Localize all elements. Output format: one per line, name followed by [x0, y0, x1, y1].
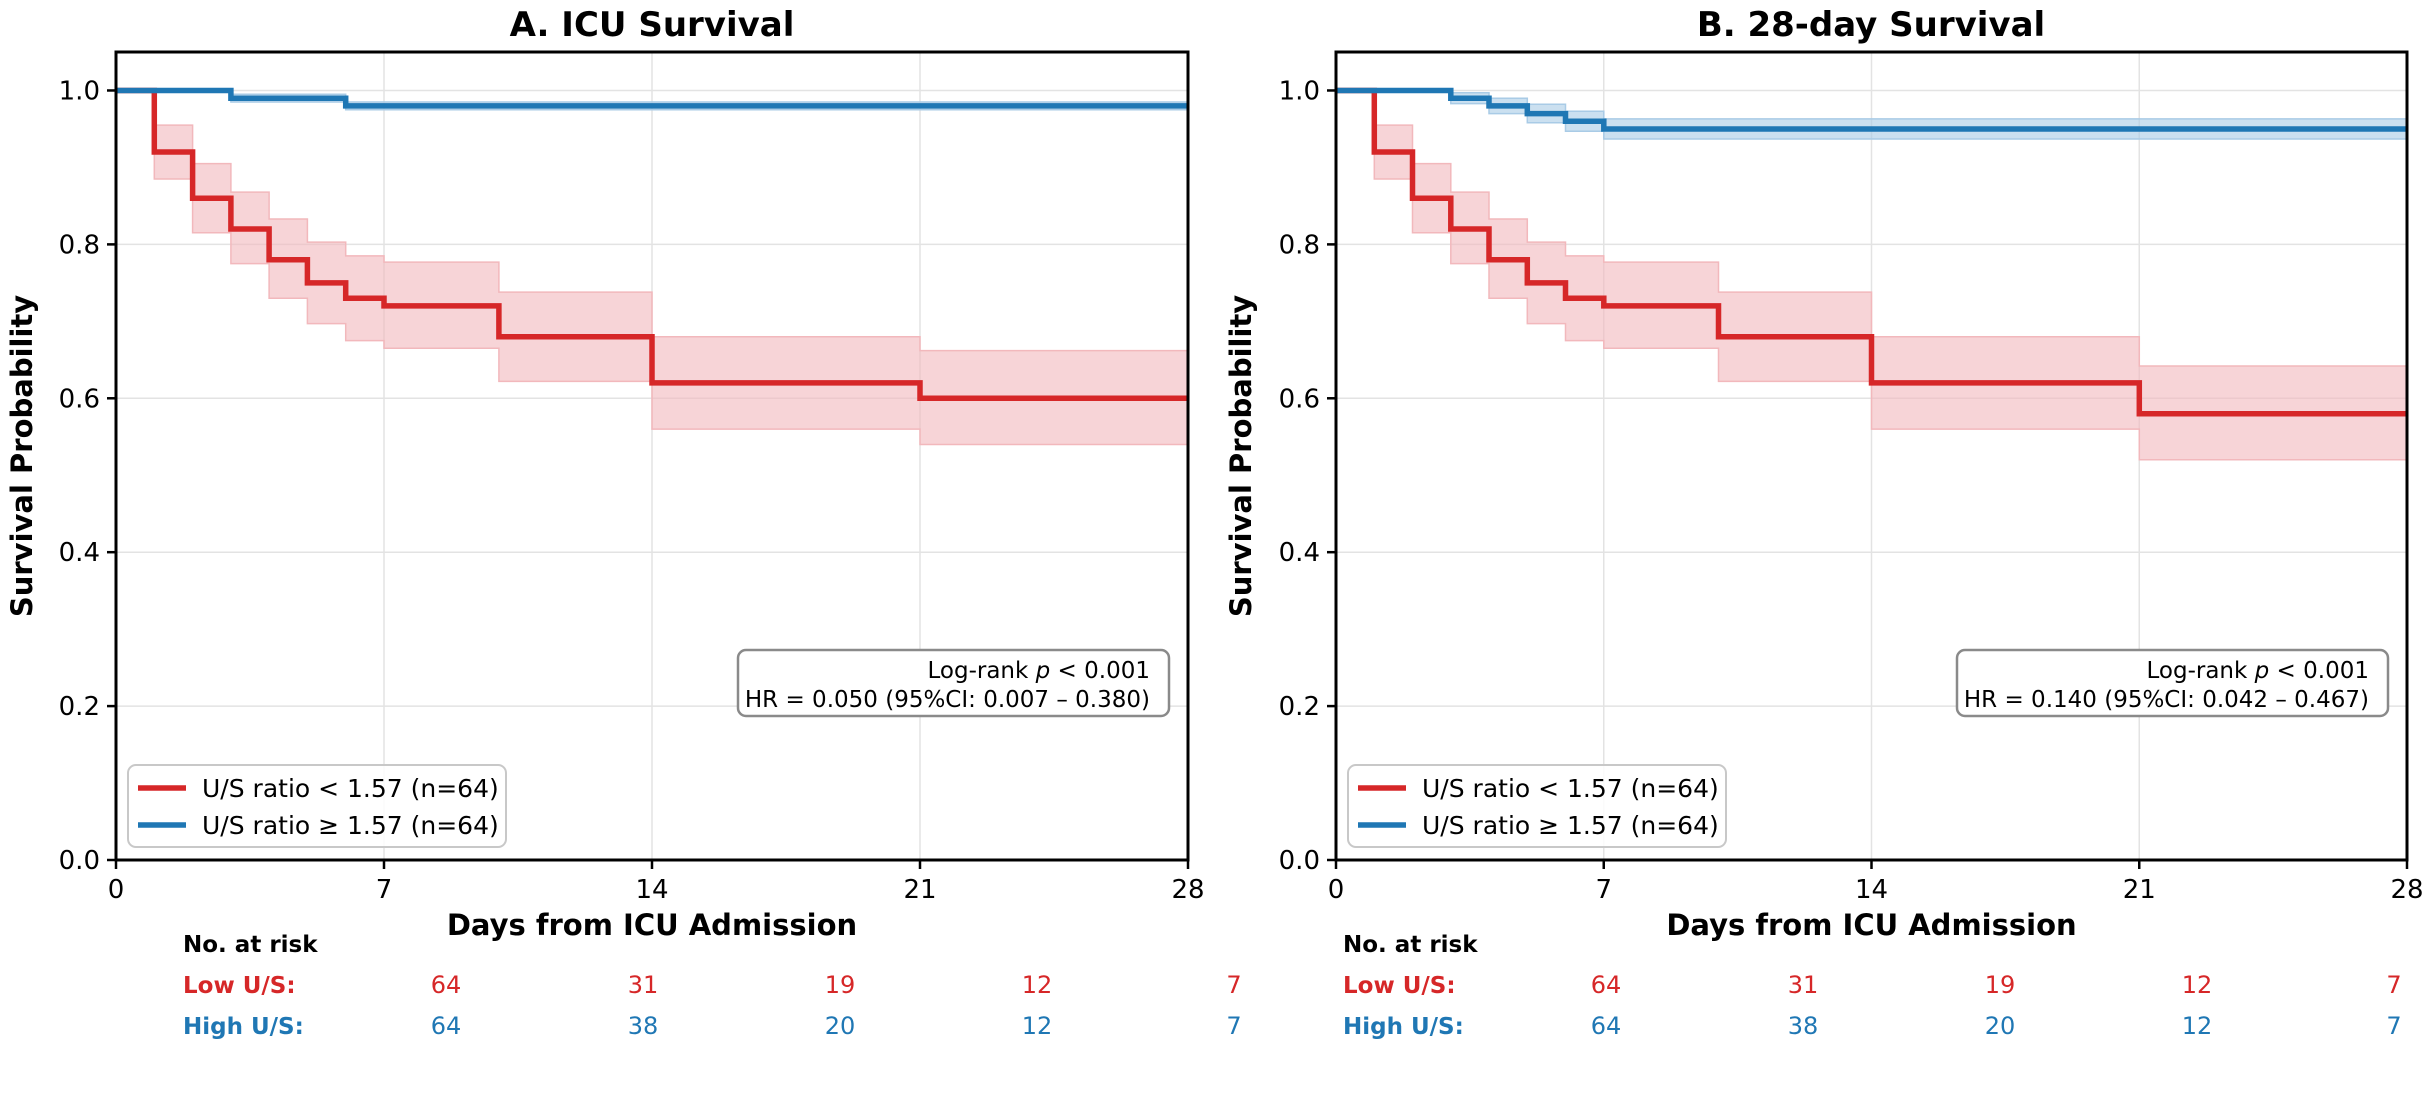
- log-rank-p: p: [1035, 658, 1051, 684]
- y-axis-label: Survival Probability: [1224, 295, 1258, 617]
- log-rank-text: Log-rank p < 0.001: [928, 658, 1151, 684]
- x-tick-label: 28: [1171, 875, 1204, 905]
- risk-count-low: 7: [2386, 971, 2401, 999]
- y-tick-label: 0.8: [59, 230, 100, 260]
- risk-count-low: 31: [628, 971, 659, 999]
- risk-count-low: 7: [1226, 971, 1241, 999]
- risk-count-high: 20: [1985, 1012, 2016, 1040]
- legend-label-low: U/S ratio < 1.57 (n=64): [1422, 774, 1719, 803]
- survival-line-low: [116, 87, 1188, 402]
- risk-count-high: 38: [1788, 1012, 1819, 1040]
- x-tick-label: 28: [2390, 875, 2423, 905]
- y-tick-label: 0.4: [59, 538, 100, 568]
- risk-count-high: 38: [628, 1012, 659, 1040]
- panel-b: 0 7 14 21 28 0.0 0.2 0.4 0.6 0.8 1.0 B. 28-day Surv…: [1224, 5, 2424, 1040]
- chart-title: A. ICU Survival: [510, 5, 795, 45]
- y-tick-label: 0.6: [59, 384, 100, 414]
- risk-count-high: 7: [1226, 1012, 1241, 1040]
- risk-count-low: 12: [2182, 971, 2213, 999]
- legend-label-low: U/S ratio < 1.57 (n=64): [202, 774, 499, 803]
- risk-row-label-low: Low U/S:: [183, 973, 296, 999]
- x-tick-label: 21: [2123, 875, 2156, 905]
- y-axis-label: Survival Probability: [5, 295, 39, 617]
- stats-annotation-box: [736, 648, 1171, 718]
- legend-box: [1347, 764, 1727, 848]
- survival-line-low: [1336, 87, 2407, 417]
- risk-count-high: 64: [431, 1012, 462, 1040]
- x-tick-label: 21: [903, 875, 936, 905]
- y-tick-label: 0.4: [1279, 538, 1320, 568]
- y-tick-label: 0.2: [59, 692, 100, 722]
- x-tick-label: 7: [376, 875, 393, 905]
- risk-count-high: 12: [2182, 1012, 2213, 1040]
- survival-line-high: [116, 87, 1188, 109]
- risk-count-high: 7: [2386, 1012, 2401, 1040]
- x-tick-label: 0: [1328, 875, 1345, 905]
- x-axis-label: Days from ICU Admission: [447, 908, 857, 942]
- risk-count-low: 12: [1022, 971, 1053, 999]
- log-rank-suffix: < 0.001: [1050, 658, 1150, 684]
- risk-table-header: No. at risk: [183, 932, 318, 958]
- y-tick-label: 0.8: [1279, 230, 1320, 260]
- risk-count-low: 19: [825, 971, 856, 999]
- y-tick-label: 1.0: [59, 76, 100, 106]
- hazard-ratio-text: HR = 0.140 (95%CI: 0.042 – 0.467): [1964, 687, 2369, 713]
- y-tick-label: 0.2: [1279, 692, 1320, 722]
- survival-line-high: [1336, 87, 2407, 132]
- y-tick-label: 1.0: [1279, 76, 1320, 106]
- risk-count-low: 19: [1985, 971, 2016, 999]
- risk-row-label-low: Low U/S:: [1343, 973, 1456, 999]
- x-tick-label: 7: [1595, 875, 1612, 905]
- legend-box: [127, 764, 507, 848]
- log-rank-prefix: Log-rank: [928, 658, 1036, 684]
- x-axis-label: Days from ICU Admission: [1666, 908, 2076, 942]
- x-tick-label: 0: [108, 875, 125, 905]
- risk-count-high: 12: [1022, 1012, 1053, 1040]
- risk-count-low: 64: [431, 971, 462, 999]
- risk-count-high: 20: [825, 1012, 856, 1040]
- x-tick-label: 14: [635, 875, 668, 905]
- risk-count-high: 64: [1591, 1012, 1622, 1040]
- y-tick-label: 0.6: [1279, 384, 1320, 414]
- risk-row-label-high: High U/S:: [1343, 1014, 1464, 1040]
- risk-table-header: No. at risk: [1343, 932, 1478, 958]
- log-rank-suffix: < 0.001: [2269, 658, 2369, 684]
- chart-title: B. 28-day Survival: [1697, 5, 2045, 45]
- legend-label-high: U/S ratio ≥ 1.57 (n=64): [1422, 811, 1719, 840]
- risk-count-low: 64: [1591, 971, 1622, 999]
- y-tick-label: 0.0: [1279, 846, 1320, 876]
- x-tick-label: 14: [1855, 875, 1888, 905]
- risk-count-low: 31: [1788, 971, 1819, 999]
- log-rank-text: Log-rank p < 0.001: [2147, 658, 2370, 684]
- panel-a: 0 7 14 21 28 0.0 0.2 0.4 0.6 0.8 1.0 A. ICU Surviva…: [5, 5, 1242, 1040]
- log-rank-p: p: [2254, 658, 2270, 684]
- legend-label-high: U/S ratio ≥ 1.57 (n=64): [202, 811, 499, 840]
- risk-row-label-high: High U/S:: [183, 1014, 304, 1040]
- log-rank-prefix: Log-rank: [2147, 658, 2255, 684]
- y-tick-label: 0.0: [59, 846, 100, 876]
- hazard-ratio-text: HR = 0.050 (95%CI: 0.007 – 0.380): [745, 687, 1150, 713]
- stats-annotation-box: [1955, 648, 2390, 718]
